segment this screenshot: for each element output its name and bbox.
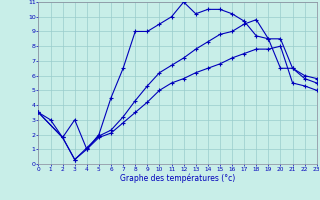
X-axis label: Graphe des températures (°c): Graphe des températures (°c)	[120, 173, 235, 183]
